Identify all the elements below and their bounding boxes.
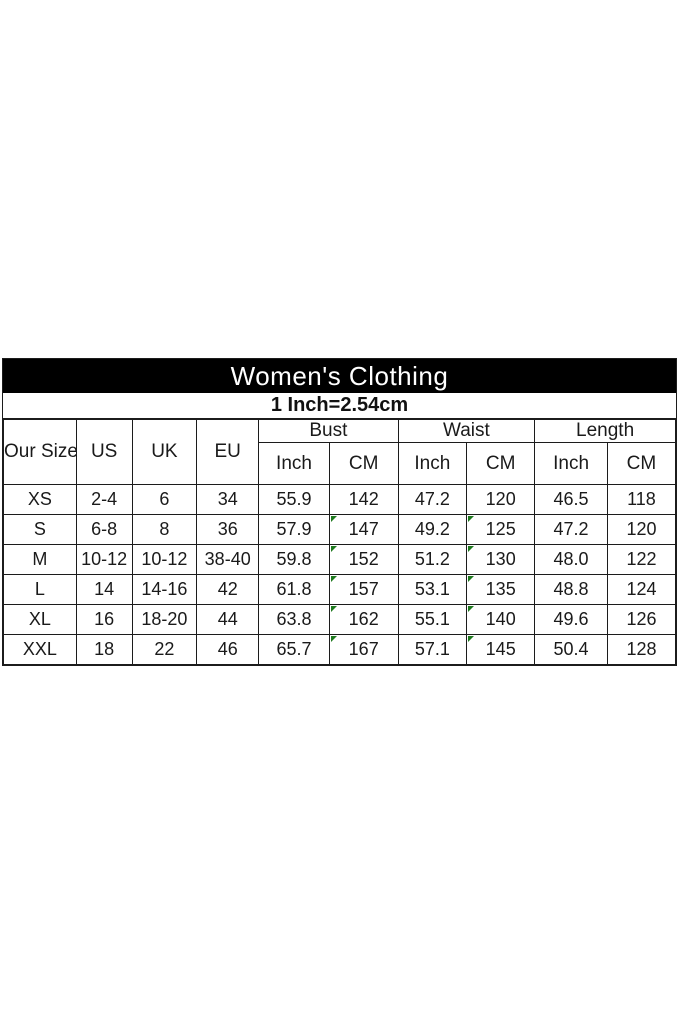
cell-bust-cm: 152 [328,544,399,575]
cell-waist-inch: 53.1 [397,574,468,605]
conversion-note: 1 Inch=2.54cm [270,394,409,416]
cell-bust-inch: 55.9 [258,484,330,515]
cell-waist-cm: 145 [466,634,536,665]
table-row: XL 16 18-20 44 63.8 162 55.1 140 49.6 126 [3,604,677,635]
cell-us: 10-12 [75,544,133,575]
cell-length-cm: 122 [606,544,677,575]
green-corner-flag-icon [468,576,475,582]
cell-us: 18 [75,634,133,665]
cell-uk: 10-12 [131,544,198,575]
green-corner-flag-icon [468,606,475,612]
cell-eu: 42 [196,574,260,605]
unit-header-waist-cm: CM [466,442,536,485]
cell-size: S [3,514,77,545]
table-row: L 14 14-16 42 61.8 157 53.1 135 48.8 124 [3,574,677,605]
cell-bust-inch: 63.8 [258,604,330,635]
cell-bust-cm: 157 [328,574,399,605]
cell-bust-inch: 65.7 [258,634,330,665]
cell-length-inch: 47.2 [534,514,608,545]
chart-title-bar: Women's Clothing [3,359,676,393]
cell-waist-cm: 125 [466,514,536,545]
unit-header-bust-cm: CM [328,442,399,485]
table-row: XXL 18 22 46 65.7 167 57.1 145 50.4 128 [3,634,677,665]
col-header-eu: EU [196,419,260,485]
cell-bust-inch: 61.8 [258,574,330,605]
unit-header-bust-inch: Inch [258,442,330,485]
cell-length-inch: 48.8 [534,574,608,605]
group-header-length: Length [534,419,676,443]
group-header-waist: Waist [397,419,536,443]
cell-waist-inch: 49.2 [397,514,468,545]
green-corner-flag-icon [330,516,337,522]
cell-eu: 34 [196,484,260,515]
cell-length-cm: 128 [606,634,677,665]
cell-bust-cm: 162 [328,604,399,635]
cell-length-cm: 118 [606,484,677,515]
cell-uk: 22 [131,634,198,665]
cell-bust-cm: 147 [328,514,399,545]
table-row: M 10-12 10-12 38-40 59.8 152 51.2 130 48.0 122 [3,544,677,575]
table-row: S 6-8 8 36 57.9 147 49.2 125 47.2 120 [3,514,677,545]
cell-length-inch: 48.0 [534,544,608,575]
cell-size: XL [3,604,77,635]
size-rows: XS 2-4 6 34 55.9 142 47.2 120 46.5 118 S 6-8 8 36 57.9… [3,484,677,665]
cell-size: M [3,544,77,575]
cell-uk: 14-16 [131,574,198,605]
unit-header-length-inch: Inch [534,442,608,485]
cell-waist-cm: 135 [466,574,536,605]
col-header-our-size: Our Size [3,419,77,485]
cell-uk: 8 [131,514,198,545]
cell-eu: 44 [196,604,260,635]
unit-header-length-cm: CM [606,442,677,485]
cell-eu: 36 [196,514,260,545]
unit-header-row: Inch CM Inch CM Inch CM [4,442,677,485]
cell-uk: 18-20 [131,604,198,635]
cell-uk: 6 [131,484,198,515]
cell-us: 16 [75,604,133,635]
cell-us: 2-4 [75,484,133,515]
cell-eu: 38-40 [196,544,260,575]
unit-header-waist-inch: Inch [397,442,468,485]
col-header-us: US [75,419,133,485]
green-corner-flag-icon [468,636,475,642]
cell-us: 14 [75,574,133,605]
table-row: XS 2-4 6 34 55.9 142 47.2 120 46.5 118 [3,484,677,515]
cell-waist-inch: 57.1 [397,634,468,665]
chart-title: Women's Clothing [230,360,449,391]
green-corner-flag-icon [468,546,475,552]
cell-waist-inch: 47.2 [397,484,468,515]
cell-bust-inch: 57.9 [258,514,330,545]
cell-eu: 46 [196,634,260,665]
cell-length-inch: 50.4 [534,634,608,665]
chart-subtitle-bar: 1 Inch=2.54cm [3,393,676,419]
green-corner-flag-icon [330,606,337,612]
cell-length-cm: 120 [606,514,677,545]
cell-waist-cm: 140 [466,604,536,635]
group-header-row: Our Size US UK EU Bust Waist Length [3,419,676,485]
cell-waist-cm: 120 [466,484,536,515]
cell-length-cm: 124 [606,574,677,605]
cell-bust-cm: 142 [328,484,399,515]
green-corner-flag-icon [330,576,337,582]
cell-bust-inch: 59.8 [258,544,330,575]
green-corner-flag-icon [330,636,337,642]
cell-waist-inch: 55.1 [397,604,468,635]
cell-length-inch: 46.5 [534,484,608,515]
cell-length-cm: 126 [606,604,677,635]
green-corner-flag-icon [468,516,475,522]
cell-us: 6-8 [75,514,133,545]
cell-bust-cm: 167 [328,634,399,665]
size-chart: Women's Clothing 1 Inch=2.54cm Our Size … [2,358,677,666]
group-header-bust: Bust [258,419,399,443]
cell-size: XS [3,484,77,515]
cell-waist-inch: 51.2 [397,544,468,575]
cell-waist-cm: 130 [466,544,536,575]
green-corner-flag-icon [330,546,337,552]
cell-size: L [3,574,77,605]
size-table: Our Size US UK EU Bust Waist Length Inch… [3,419,677,665]
cell-size: XXL [3,634,77,665]
col-header-uk: UK [131,419,198,485]
cell-length-inch: 49.6 [534,604,608,635]
